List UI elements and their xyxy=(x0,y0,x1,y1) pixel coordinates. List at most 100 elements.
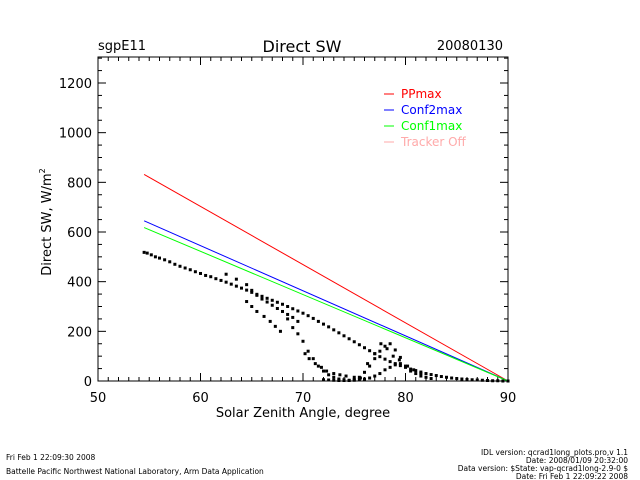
data-point xyxy=(306,349,310,353)
data-point xyxy=(491,379,495,383)
data-point xyxy=(273,324,277,328)
data-point xyxy=(383,344,387,348)
data-point xyxy=(311,316,315,320)
series-line-conf2max xyxy=(143,220,509,382)
data-point xyxy=(204,273,208,277)
data-point xyxy=(434,374,438,378)
data-point xyxy=(404,364,407,368)
y-axis-label-superscript: 2 xyxy=(38,168,47,173)
data-point xyxy=(450,376,454,380)
data-point xyxy=(250,288,254,292)
data-point xyxy=(270,303,274,307)
data-point xyxy=(234,277,238,281)
footer-organization: Battelle Pacific Northwest National Labo… xyxy=(6,467,264,476)
tick-labels: 50 60 70 80 90 0 200 400 600 800 1000 1200 xyxy=(59,77,516,406)
data-point xyxy=(224,280,228,284)
data-point xyxy=(383,368,387,372)
axis-ticks xyxy=(97,57,509,382)
data-point xyxy=(388,342,392,346)
data-point xyxy=(311,357,315,361)
data-point xyxy=(145,251,149,255)
data-point xyxy=(325,369,329,373)
x-tick-label: 80 xyxy=(397,391,414,406)
data-point xyxy=(344,374,348,378)
data-point xyxy=(327,373,331,377)
station-label: sgpE11 xyxy=(98,39,146,54)
data-point xyxy=(303,352,307,356)
data-point xyxy=(383,357,387,361)
data-point xyxy=(337,331,341,335)
data-point xyxy=(183,266,187,270)
data-point xyxy=(397,358,401,362)
data-point xyxy=(373,357,377,361)
y-tick-label: 800 xyxy=(67,176,92,191)
data-point xyxy=(439,375,443,379)
legend-label-tracker-off: Tracker Off xyxy=(400,135,467,149)
data-point xyxy=(265,296,269,300)
data-point xyxy=(379,342,383,346)
data-point xyxy=(337,379,341,383)
data-point xyxy=(393,363,397,367)
scatter-points xyxy=(142,250,510,383)
data-point xyxy=(460,377,464,381)
data-point xyxy=(414,372,418,376)
data-point xyxy=(278,329,282,333)
footer-idl-date: Date: 2008/01/09 20:32:00 xyxy=(526,456,628,465)
data-point xyxy=(419,372,423,376)
data-point xyxy=(275,306,279,310)
data-point xyxy=(168,260,172,264)
data-point xyxy=(332,378,336,382)
data-point xyxy=(342,379,346,383)
data-point xyxy=(260,297,264,301)
data-point xyxy=(388,365,392,369)
data-point xyxy=(229,282,233,286)
x-tick-label: 90 xyxy=(500,391,517,406)
data-point xyxy=(163,258,167,262)
data-point xyxy=(260,294,264,298)
data-point xyxy=(414,369,418,373)
data-point xyxy=(338,373,342,377)
data-point xyxy=(398,362,402,366)
data-point xyxy=(347,337,351,341)
data-point xyxy=(199,271,202,275)
data-point xyxy=(409,369,413,373)
data-point xyxy=(506,379,510,383)
data-point xyxy=(388,360,392,364)
data-point xyxy=(378,355,382,359)
y-axis-label-text: Direct SW, W/m xyxy=(40,173,55,275)
legend: PPmax Conf2max Conf1max Tracker Off xyxy=(384,87,467,149)
y-tick-label: 600 xyxy=(67,226,92,241)
data-point xyxy=(475,378,479,382)
data-point xyxy=(188,268,192,272)
data-point xyxy=(332,372,336,376)
data-point xyxy=(409,367,413,371)
data-point xyxy=(429,373,433,377)
chart-title: Direct SW xyxy=(263,37,342,56)
footer-data-date: Date: Fri Feb 1 22:09:22 2008 xyxy=(516,472,628,480)
data-point xyxy=(262,314,266,318)
data-point xyxy=(245,283,249,287)
data-point xyxy=(352,340,356,344)
data-point xyxy=(496,379,500,383)
data-point xyxy=(368,376,372,380)
data-point xyxy=(419,374,423,378)
data-point xyxy=(424,375,428,379)
data-point xyxy=(373,374,377,378)
footer-data-version: Data version: $State: vap-qcrad1long-2.9… xyxy=(458,464,628,473)
data-point xyxy=(286,317,290,321)
footer-timestamp: Fri Feb 1 22:09:30 2008 xyxy=(6,453,96,462)
data-point xyxy=(214,277,218,281)
data-point xyxy=(296,319,300,323)
data-point xyxy=(398,355,402,359)
y-tick-label: 1200 xyxy=(59,77,92,92)
data-point xyxy=(378,372,382,376)
data-point xyxy=(363,370,366,374)
data-point xyxy=(342,334,346,338)
data-point xyxy=(316,364,320,368)
data-point xyxy=(313,362,317,366)
data-point xyxy=(322,322,325,326)
data-point xyxy=(291,307,295,311)
data-point xyxy=(429,377,433,381)
data-point xyxy=(255,293,259,297)
data-point xyxy=(352,378,356,382)
